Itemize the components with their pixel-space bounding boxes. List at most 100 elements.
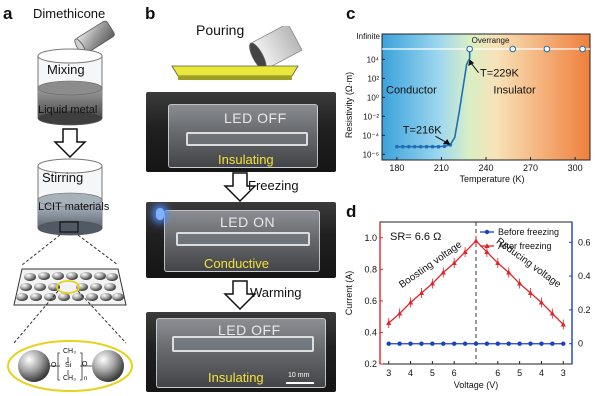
x-tick-label: 240 (478, 163, 493, 173)
left-tick-label: 0.8 (364, 264, 377, 274)
left-tick-label: 0.6 (364, 296, 377, 306)
x-tick-label: 4 (539, 368, 544, 378)
n-subscript-label: n (84, 376, 87, 382)
x-tick-label: 5 (430, 368, 435, 378)
y-axis-label: Resistivity (Ω·m) (344, 72, 354, 138)
resistivity-point (443, 144, 447, 148)
y-tick-label: 10² (367, 74, 379, 83)
region-conductor-label: Conductor (386, 84, 437, 96)
before-freezing-point (463, 342, 467, 346)
photo1-state-label: Insulating (218, 152, 274, 167)
legend-before-marker (485, 230, 489, 234)
x-tick-label: 210 (434, 163, 449, 173)
annotation-216k: T=216K (403, 124, 442, 136)
before-freezing-point (452, 342, 456, 346)
before-freezing-point (430, 342, 434, 346)
panel-label-a: a (3, 4, 12, 24)
x-tick-label: 4 (408, 368, 413, 378)
overrange-label: Overrange (472, 36, 510, 45)
led-glow-icon (156, 208, 164, 220)
before-freezing-point (550, 342, 554, 346)
right-tick-label: 0.6 (578, 237, 591, 247)
x-tick-label: 300 (568, 163, 583, 173)
before-freezing-point (441, 342, 445, 346)
annotation-229k: T=229K (480, 67, 519, 79)
mixing-beaker-icon (34, 48, 106, 128)
x-tick-label: 3 (561, 368, 566, 378)
y-tick-label: 10⁻² (363, 112, 379, 121)
overrange-point (580, 46, 586, 52)
y-axis-label: Current (A) (344, 271, 354, 316)
before-freezing-point (496, 342, 500, 346)
resistivity-point (407, 145, 411, 149)
droplet-box (14, 269, 126, 305)
photo2-state-label: Conductive (204, 256, 269, 271)
x-axis-label: Temperature (K) (459, 174, 524, 184)
resistivity-point (413, 145, 417, 149)
region-insulator-label: Insulator (493, 84, 536, 96)
before-freezing-point (397, 342, 401, 346)
overrange-point (510, 46, 516, 52)
before-freezing-point (474, 342, 478, 346)
scale-bar (286, 382, 314, 384)
photo2-led-label: LED ON (220, 214, 275, 230)
legend-after-label: After freezing (498, 241, 552, 251)
before-freezing-point (485, 342, 489, 346)
zoom-detail-diagram (0, 225, 140, 396)
mixing-label: Mixing (47, 62, 85, 77)
legend-before-label: Before freezing (498, 227, 559, 237)
y-tick-label: 10⁰ (367, 93, 379, 102)
lcit-materials-label: LCIT materials (38, 201, 109, 213)
si-label: Si (65, 362, 71, 369)
x-tick-label: 180 (389, 163, 404, 173)
chart-c-background (382, 34, 590, 160)
x-tick-label: 3 (386, 368, 391, 378)
photo-led-off-before: LED OFF Insulating (146, 92, 336, 172)
before-freezing-point (408, 342, 412, 346)
before-freezing-point (561, 342, 565, 346)
stirring-label: Stirring (42, 170, 83, 185)
y-tick-infinite: Infinite (356, 32, 380, 41)
ch3-bottom-label: CH₃ (63, 375, 76, 382)
resistivity-point (419, 145, 423, 149)
overrange-point (467, 46, 473, 52)
photo-led-off-after: LED OFF Insulating 10 mm (146, 312, 336, 392)
panel-label-b: b (145, 4, 155, 24)
photo1-led-label: LED OFF (224, 110, 287, 126)
warming-label: Warming (250, 285, 302, 300)
before-freezing-point (517, 342, 521, 346)
y-tick-label: 10⁻⁶ (363, 150, 379, 159)
x-tick-label: 6 (495, 368, 500, 378)
resistivity-point (395, 145, 399, 149)
x-tick-label: 5 (517, 368, 522, 378)
current-voltage-chart: 0.2 0.4 0.6 0.8 1.0 0 0.2 0.4 0.6 3 4 5 6 6 5 4 3 Voltage… (340, 214, 603, 396)
ch3-top-label: CH₃ (63, 348, 76, 355)
freezing-label: Freezing (248, 178, 299, 193)
scale-bar-label: 10 mm (288, 372, 309, 379)
before-freezing-point (419, 342, 423, 346)
resistivity-point (401, 145, 405, 149)
photo3-led-label: LED OFF (218, 322, 281, 338)
left-tick-label: 0.2 (364, 359, 377, 369)
y-tick-label: 10⁻⁴ (362, 131, 379, 140)
photo3-state-label: Insulating (208, 370, 264, 385)
resistivity-point (431, 145, 435, 149)
panel-label-c: c (346, 4, 355, 24)
process-arrow-icon (53, 128, 87, 158)
pouring-illustration (168, 26, 308, 86)
resistivity-chart: Infinite 10⁻⁶ 10⁻⁴ 10⁻² 10⁰ 10² 10⁴ 180 210 240 27… (340, 22, 603, 210)
before-freezing-point (507, 342, 511, 346)
resistivity-point (437, 145, 441, 149)
sr-label: SR= 6.6 Ω (390, 231, 441, 243)
x-tick-label: 270 (523, 163, 538, 173)
right-tick-label: 0 (578, 339, 583, 349)
x-tick-label: 6 (452, 368, 457, 378)
before-freezing-point (387, 342, 391, 346)
photo-led-on-frozen: LED ON Conductive (146, 202, 336, 278)
before-freezing-point (539, 342, 543, 346)
left-tick-label: 1.0 (364, 233, 377, 243)
left-tick-label: 0.4 (364, 327, 377, 337)
y-tick-label: 10⁴ (367, 55, 380, 64)
overrange-point (544, 46, 550, 52)
x-axis-label: Voltage (V) (454, 380, 499, 390)
